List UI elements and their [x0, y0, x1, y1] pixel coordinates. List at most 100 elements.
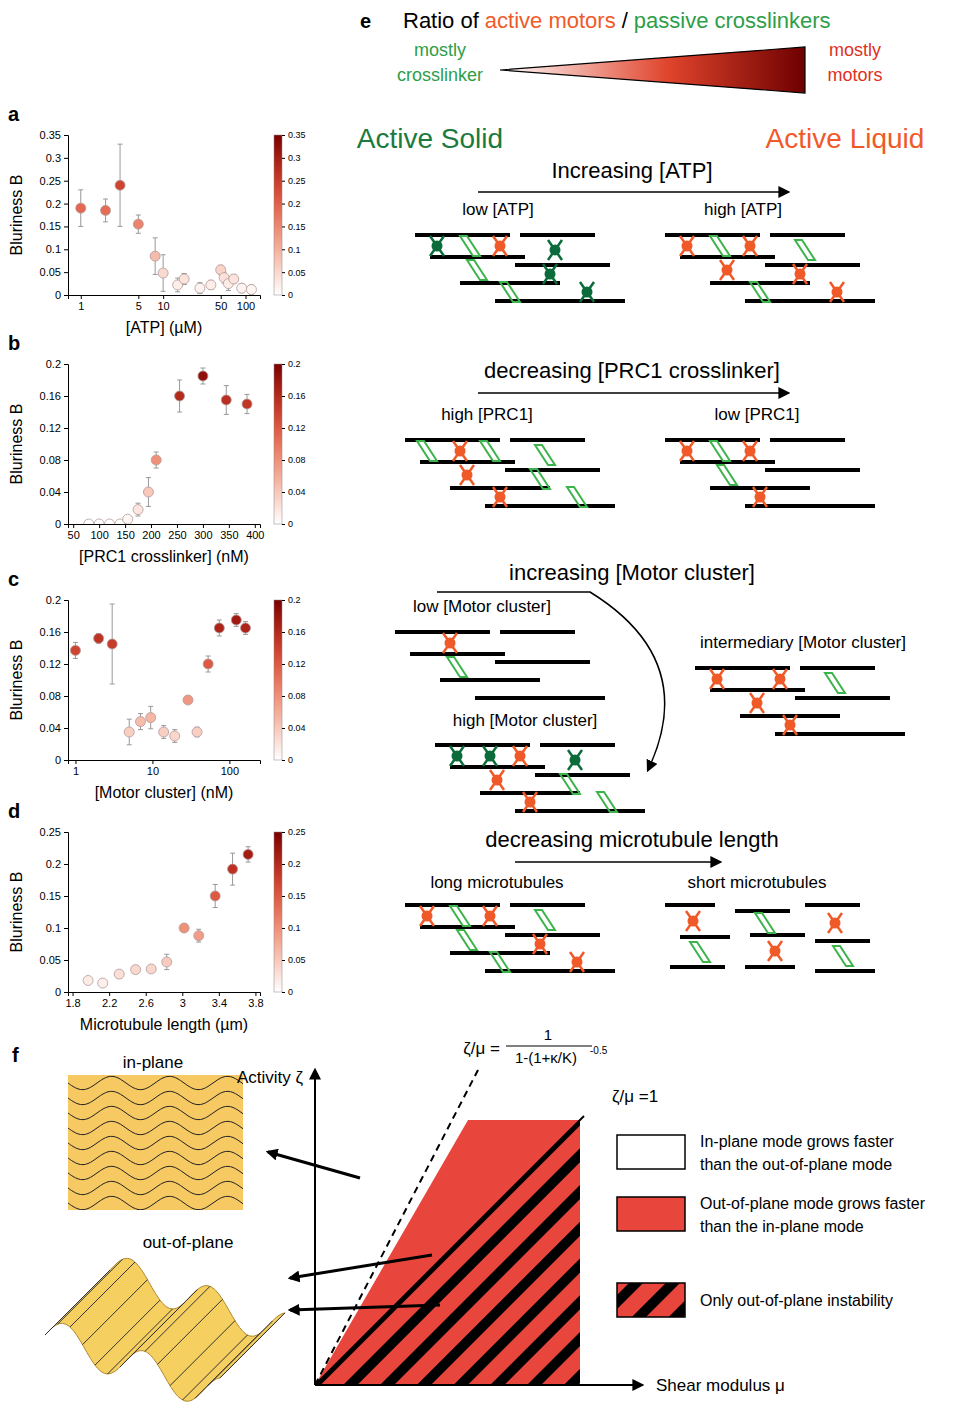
error-bar-cap: [153, 274, 158, 275]
motor-body: [455, 446, 466, 457]
condition-label: low [PRC1]: [714, 405, 799, 424]
formula-exponent: -0.5: [590, 1045, 608, 1056]
arrow: [314, 1070, 316, 1385]
motor-arms: [493, 487, 507, 507]
colorbar-tick-mark: [282, 226, 285, 227]
motor-body: [515, 751, 526, 762]
error-bar-cap: [154, 468, 159, 469]
motor: [543, 264, 557, 284]
y-tick-mark: [64, 272, 68, 273]
colorbar-tick: 0.15: [282, 891, 306, 901]
in-plane-line: [68, 1076, 243, 1089]
error-bar-cap: [217, 636, 222, 637]
colorbar-tick-mark: [282, 524, 285, 525]
y-tick-label: 0.12: [40, 658, 61, 670]
y-tick: 0.12: [40, 658, 68, 670]
motor-arms: [543, 264, 557, 284]
y-axis-title: Bluriness B: [8, 872, 25, 953]
motor-body: [582, 287, 593, 298]
error-bar-cap: [177, 380, 182, 381]
x-tick-label: 5: [136, 300, 142, 312]
colorbar-tick-label: 0.05: [288, 955, 306, 965]
y-tick: 0.1: [46, 243, 68, 255]
colorbar-tick-label: 0.15: [288, 222, 306, 232]
panel-letter: b: [8, 332, 20, 354]
arrow: [268, 1152, 360, 1178]
y-tick-mark: [64, 600, 68, 601]
error-bar-cap: [175, 291, 180, 292]
motor: [450, 746, 464, 766]
legend-text: than the out-of-plane mode: [700, 1156, 892, 1173]
panel-letter: a: [8, 103, 20, 125]
motor: [743, 236, 757, 256]
x-tick-mark: [203, 524, 204, 528]
y-tick: 0.25: [40, 826, 68, 838]
motor-arms: [483, 906, 497, 926]
error-bar-cap: [224, 414, 229, 415]
error-bar-cap: [217, 620, 222, 621]
point: [133, 219, 143, 229]
point: [101, 205, 111, 215]
colorbar-tick-mark: [282, 135, 285, 136]
colorbar-tick-label: 0.2: [288, 595, 301, 605]
legend: In-plane mode grows fasterthan the out-o…: [617, 1133, 926, 1318]
colorbar-tick-label: 0.04: [288, 487, 306, 497]
crosslinker: [597, 792, 617, 812]
motor-arms: [753, 487, 767, 507]
in-plane-line: [68, 1136, 243, 1149]
motor: [720, 260, 734, 280]
panel-letter: f: [12, 1044, 19, 1066]
motor: [768, 941, 782, 961]
x-axis-title: [ATP] (µM): [126, 319, 202, 336]
error-bar-cap: [234, 626, 239, 627]
motor-arms: [490, 770, 504, 790]
x-tick: 1.8: [65, 992, 80, 1009]
x-axis: 1.82.22.633.43.8: [65, 992, 263, 1009]
y-tick-mark: [64, 728, 68, 729]
x-tick: 2.2: [102, 992, 117, 1009]
point: [194, 931, 204, 941]
arrow: [515, 861, 720, 863]
point: [242, 399, 252, 409]
motor-body: [572, 957, 583, 968]
filament: [440, 678, 540, 682]
x-tick-label: 50: [68, 529, 80, 541]
in-plane-line: [68, 1181, 243, 1194]
marks: [76, 144, 257, 294]
y-tick: 0.15: [40, 890, 68, 902]
point: [114, 969, 124, 979]
motor: [460, 465, 474, 485]
colorbar-tick-label: 0.2: [288, 859, 301, 869]
colorbar-tick: 0.3: [282, 153, 301, 163]
motor: [830, 282, 844, 302]
formula-lhs: ζ/μ =: [463, 1039, 500, 1058]
x-tick-mark: [177, 524, 178, 528]
point: [221, 395, 231, 405]
motor-body: [422, 911, 433, 922]
y-tick: 0.04: [40, 486, 68, 498]
x-tick-mark: [151, 524, 152, 528]
filament: [505, 933, 600, 937]
x-tick: 3.4: [212, 992, 227, 1009]
point: [179, 923, 189, 933]
crosslinker: [450, 906, 470, 926]
y-tick-label: 0.15: [40, 890, 61, 902]
motor: [430, 236, 444, 256]
state-label: Active Solid: [357, 123, 503, 154]
colorbar-tick: 0.16: [282, 627, 306, 637]
out-of-plane-line: [108, 1309, 173, 1374]
error-bar-cap: [164, 954, 169, 955]
colorbar-tick-label: 0.08: [288, 691, 306, 701]
x-tick-mark: [229, 524, 230, 528]
x-tick: 350: [220, 524, 238, 541]
error-bar-cap: [200, 368, 205, 369]
crosslinker: [560, 774, 580, 794]
colorbar-tick: 0.08: [282, 455, 306, 465]
colorbar-tick: 0.2: [282, 859, 301, 869]
x-tick-label: 200: [142, 529, 160, 541]
crosslinker: [795, 240, 815, 260]
error-bar-cap: [154, 452, 159, 453]
crosslinker: [460, 236, 480, 256]
y-tick: 0.25: [40, 175, 68, 187]
x-tick-mark: [138, 295, 139, 299]
